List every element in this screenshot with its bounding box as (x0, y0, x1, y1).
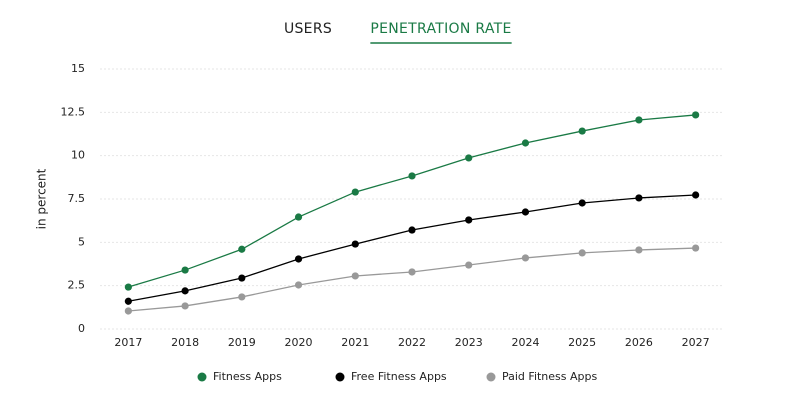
x-tick-label: 2017 (114, 336, 142, 349)
y-tick-label: 5 (78, 235, 85, 248)
y-tick-label: 7.5 (68, 192, 86, 205)
data-point (521, 208, 530, 216)
x-tick-label: 2019 (228, 336, 256, 349)
data-point (181, 302, 189, 310)
data-point (521, 254, 530, 262)
data-point (465, 261, 473, 269)
x-tick-label: 2025 (568, 336, 596, 349)
legend-marker (197, 372, 207, 382)
y-tick-label: 0 (78, 322, 85, 335)
data-point (692, 191, 700, 199)
x-tick-label: 2022 (398, 336, 426, 349)
y-tick-label: 12.5 (61, 105, 86, 118)
x-tick-label: 2021 (341, 336, 369, 349)
data-point (578, 249, 586, 257)
legend-marker (335, 372, 345, 382)
data-point (635, 116, 643, 124)
legend-marker (486, 372, 496, 382)
data-point (351, 272, 359, 280)
tab[interactable]: PENETRATION RATE (370, 21, 511, 37)
legend-label: Fitness Apps (213, 370, 282, 383)
series-line (128, 247, 696, 312)
x-tick-label: 2024 (511, 336, 539, 349)
data-point (238, 293, 246, 301)
data-point (124, 297, 132, 305)
x-tick-label: 2023 (455, 336, 483, 349)
data-point (181, 266, 189, 274)
x-tick-label: 2018 (171, 336, 199, 349)
data-point (408, 268, 416, 276)
data-point (408, 226, 416, 234)
data-point (465, 216, 473, 224)
data-point (351, 188, 359, 196)
data-point (351, 240, 359, 248)
y-tick-label: 15 (71, 62, 85, 75)
y-tick-label: 2.5 (68, 279, 86, 292)
x-tick-label: 2020 (285, 336, 313, 349)
data-point (408, 172, 416, 180)
tab[interactable]: USERS (284, 21, 332, 37)
data-point (238, 245, 246, 253)
y-tick-label: 10 (71, 149, 85, 162)
data-point (238, 274, 246, 282)
data-point (465, 154, 473, 162)
data-point (181, 287, 189, 295)
data-point (124, 283, 132, 291)
data-point (635, 194, 643, 202)
data-point (635, 246, 643, 254)
data-point (521, 139, 530, 147)
data-point (294, 281, 303, 289)
x-tick-label: 2027 (682, 336, 710, 349)
legend-label: Paid Fitness Apps (502, 370, 597, 383)
data-point (124, 307, 132, 315)
data-point (294, 213, 303, 221)
data-point (578, 127, 586, 135)
data-point (294, 255, 303, 263)
data-point (692, 111, 700, 119)
data-point (578, 199, 586, 207)
legend-label: Free Fitness Apps (351, 370, 447, 383)
x-tick-label: 2026 (625, 336, 653, 349)
data-point (692, 244, 700, 252)
y-axis-label: in percent (35, 168, 49, 229)
